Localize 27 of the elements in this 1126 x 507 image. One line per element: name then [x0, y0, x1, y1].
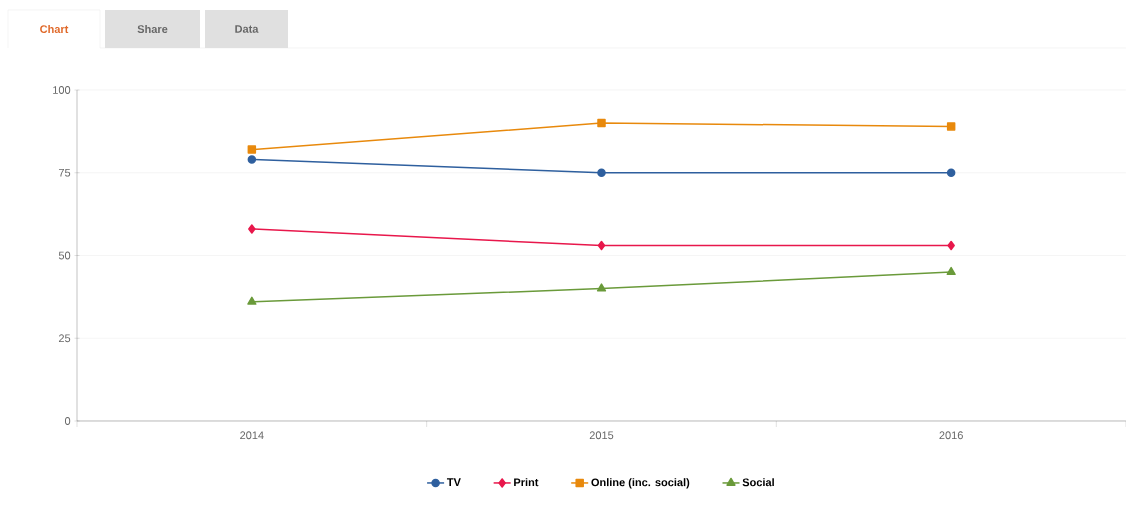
- point: [946, 168, 956, 177]
- legend-label: Print: [514, 478, 539, 487]
- text: Data: [235, 25, 259, 33]
- x-tick-label: 2015: [589, 431, 614, 440]
- x-tick-label: 2014: [240, 431, 264, 440]
- y-tick-label: 100: [53, 86, 71, 94]
- point: [248, 224, 256, 234]
- point: [597, 240, 606, 251]
- point: [247, 155, 257, 164]
- y-tick-label: 0: [64, 417, 71, 425]
- point: [946, 122, 956, 131]
- y-tick-label: 50: [58, 251, 71, 260]
- point: [597, 168, 606, 177]
- point: [947, 240, 955, 251]
- y-tick-label: 75: [58, 168, 71, 177]
- legend-label: Social: [742, 478, 774, 487]
- text: Chart: [40, 24, 69, 34]
- legend-label: Online (inc. social): [591, 478, 690, 489]
- text: Share: [137, 24, 168, 34]
- point: [247, 296, 257, 305]
- point: [596, 283, 607, 292]
- legend-label: TV: [446, 478, 461, 486]
- point: [946, 266, 956, 276]
- x-tick-label: 2016: [939, 431, 963, 440]
- y-tick-label: 25: [58, 334, 71, 343]
- point: [597, 118, 606, 128]
- point: [247, 145, 257, 154]
